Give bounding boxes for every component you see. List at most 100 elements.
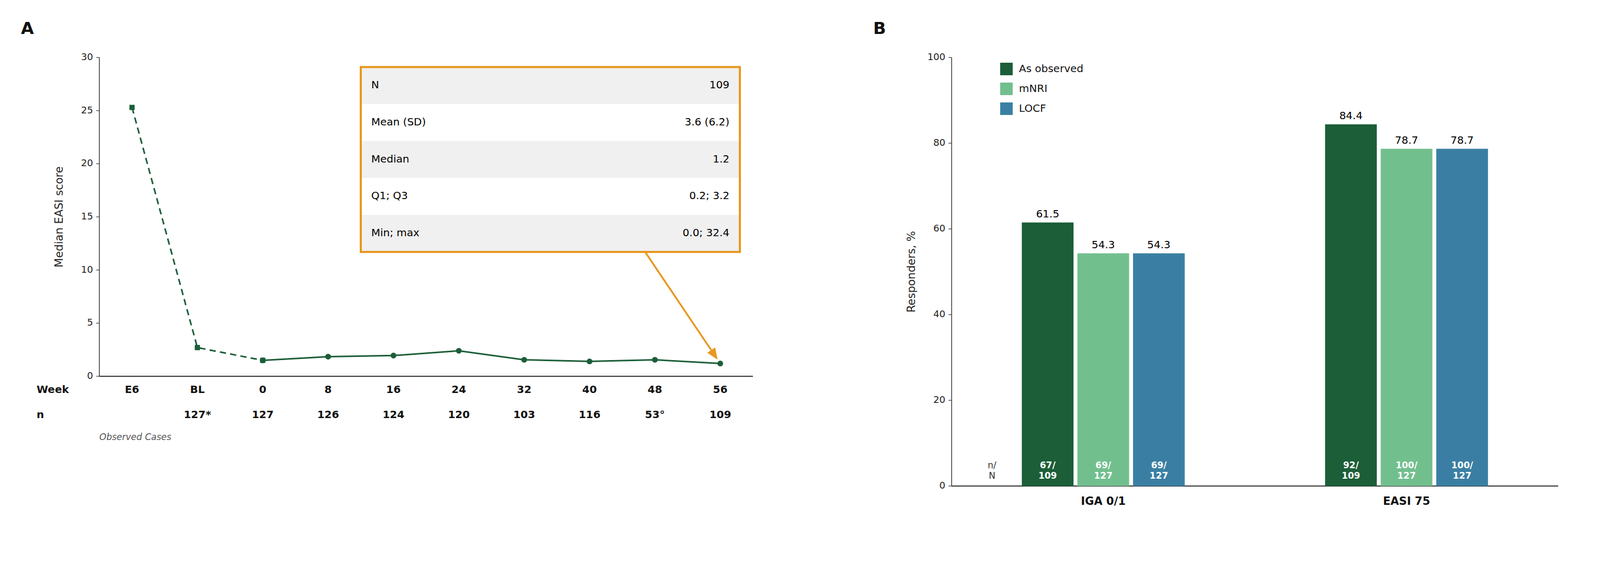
legend-swatch: [1000, 82, 1013, 96]
y-tick-label: 25: [81, 104, 94, 116]
x-tick-label: 40: [582, 383, 598, 396]
table-label: Median: [371, 152, 410, 166]
marker: [521, 357, 528, 363]
table-label: Min; max: [371, 226, 420, 239]
n-label-line: 69/: [1150, 460, 1168, 471]
bar: [1380, 149, 1433, 487]
y-tick-label: 5: [87, 316, 94, 328]
legend-label: LOCF: [1019, 101, 1047, 115]
legend-swatch: [1000, 102, 1013, 116]
bar-labels: 61.5 67/109 84.4 92/109 54.3 69/127 78.7 100/12…: [987, 109, 1474, 482]
y-tick: [96, 163, 100, 165]
data-label: 54.3: [1091, 238, 1116, 251]
n-label-line: 67/: [1040, 460, 1057, 471]
panel-title: B: [873, 18, 886, 39]
data-label: 78.7: [1450, 133, 1474, 147]
n-label: 67/109: [1038, 460, 1058, 482]
x-tick-label: IGA 0/1: [1080, 495, 1126, 508]
y-tick-label: 30: [81, 51, 94, 63]
x-tick-label: 48: [647, 383, 663, 396]
table-border: [360, 66, 740, 253]
table-row: [360, 66, 740, 105]
y-tick: [96, 375, 100, 377]
n-value: 127: [252, 408, 274, 421]
x-tick-label: BL: [190, 383, 205, 396]
x-tick-label: 16: [386, 383, 402, 396]
table-row: [360, 178, 740, 216]
n-value: 126: [317, 408, 340, 421]
y-tick-label: 10: [81, 264, 94, 276]
y-tick-label: 20: [81, 157, 94, 169]
n-label-header-line: n/: [987, 460, 997, 471]
n-value: 127*: [183, 408, 212, 421]
n-value: 53°: [645, 408, 666, 421]
bar: [1436, 149, 1489, 487]
x-tick-label: EASI 75: [1383, 495, 1431, 508]
n-label: 100/127: [1450, 460, 1473, 482]
legend: As observedmNRILOCF: [1000, 62, 1084, 116]
line: [132, 107, 264, 361]
data-label: 61.5: [1035, 207, 1060, 221]
marker: [325, 353, 331, 360]
bar: [1133, 253, 1185, 487]
n-label: 69/127: [1149, 460, 1169, 482]
n-label: 69/127: [1093, 460, 1113, 482]
n-label-line: 100/: [1450, 460, 1473, 471]
y-tick: [948, 400, 952, 401]
n-row-label: n: [36, 408, 44, 421]
table-label: N: [371, 78, 380, 91]
legend-label: mNRI: [1019, 82, 1048, 95]
table-value: 109: [709, 78, 730, 91]
marker: [195, 345, 201, 351]
n-label-line: 92/: [1343, 460, 1360, 471]
n-label: 100/127: [1395, 460, 1418, 482]
y-axis-label: Median EASI score: [52, 166, 66, 268]
x-tick-label: 0: [259, 383, 267, 396]
n-label-line: 127: [1093, 470, 1113, 482]
n-label-line: 127: [1149, 470, 1169, 482]
arrow-shaft: [645, 252, 712, 351]
y-tick: [96, 110, 100, 111]
x-tick-label: 56: [713, 383, 728, 396]
y-tick: [948, 142, 952, 144]
line: [263, 350, 721, 364]
y-tick-label: 0: [87, 370, 94, 382]
y-tick: [948, 228, 952, 230]
x-axis-label: Week: [36, 383, 70, 396]
chart: 051015202530Median EASI scoreAE6BL081624…: [0, 0, 1600, 578]
x-axis-line: [99, 375, 753, 377]
table-value: 0.0; 32.4: [682, 226, 730, 239]
n-label: 92/109: [1341, 460, 1361, 482]
arrow-head: [707, 347, 718, 360]
y-tick: [948, 485, 952, 487]
x-tick-label: E6: [124, 383, 140, 396]
marker: [260, 358, 266, 364]
table-value: 3.6 (6.2): [684, 115, 730, 129]
y-tick-label: 0: [939, 480, 946, 491]
n-label-line: 69/: [1095, 460, 1112, 471]
y-tick: [96, 56, 100, 58]
y-tick: [948, 314, 952, 315]
n-value: 120: [448, 408, 471, 421]
n-value: 109: [709, 408, 732, 421]
bar: [1324, 124, 1377, 487]
n-value: 124: [382, 408, 405, 421]
y-tick: [948, 56, 952, 58]
marker: [717, 360, 724, 367]
table-label: Q1; Q3: [371, 189, 408, 202]
panel-title: A: [20, 18, 34, 39]
panel: 020406080100Responders, %B61.567/10984.4…: [873, 18, 1559, 508]
marker: [586, 358, 593, 365]
n-label-line: 127: [1397, 470, 1416, 482]
y-tick-label: 15: [81, 210, 94, 222]
table-label: Mean (SD): [371, 115, 427, 129]
y-tick: [96, 269, 100, 271]
y-tick-label: 100: [927, 51, 946, 63]
y-axis-line: [951, 57, 953, 487]
data-label: 84.4: [1339, 109, 1363, 122]
panel: 051015202530Median EASI scoreAE6BL081624…: [20, 18, 753, 443]
legend-swatch: [1000, 62, 1013, 76]
n-label-header-line: N: [988, 470, 996, 482]
table-row: [360, 104, 740, 142]
n-label-line: 127: [1453, 470, 1472, 482]
